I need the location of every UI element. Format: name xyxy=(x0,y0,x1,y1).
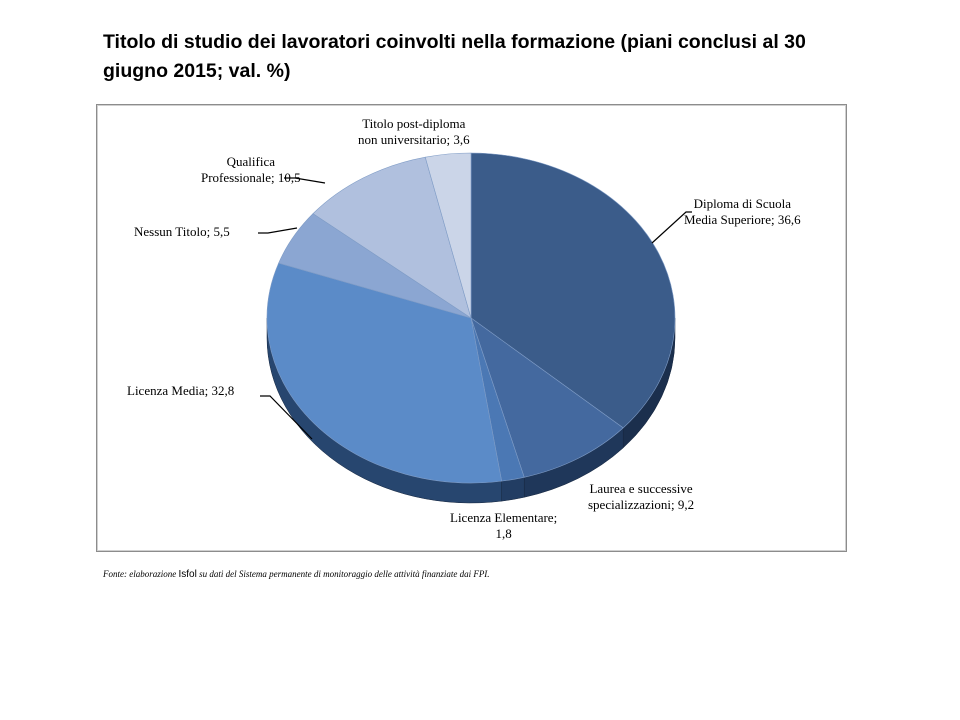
label-elementare: Licenza Elementare; 1,8 xyxy=(450,510,557,542)
label-postdiploma: Titolo post-diploma non universitario; 3… xyxy=(358,116,470,148)
source-org: Isfol xyxy=(178,569,197,580)
label-line: Licenza Media; 32,8 xyxy=(127,383,235,398)
label-laurea: Laurea e successive specializzazioni; 9,… xyxy=(588,481,694,513)
label-diploma: Diploma di Scuola Media Superiore; 36,6 xyxy=(684,196,801,228)
label-line: Professionale; 10,5 xyxy=(201,170,301,185)
pie-slice-licenza-media xyxy=(266,262,502,484)
label-line: Diploma di Scuola xyxy=(693,196,792,211)
source-suffix: su dati del Sistema permanente di monito… xyxy=(196,569,490,579)
label-nessun: Nessun Titolo; 5,5 xyxy=(134,224,230,240)
leader-line-qualifica xyxy=(284,177,326,184)
label-line: Qualifica xyxy=(226,154,276,169)
pie-slice-titolo-post-diploma-non-universitario xyxy=(424,152,472,319)
pie-slice-qualifica-professionale xyxy=(312,156,472,319)
leader-line-media xyxy=(260,395,313,440)
pie-slices xyxy=(266,152,676,484)
label-media: Licenza Media; 32,8 xyxy=(127,383,234,399)
label-line: specializzazioni; 9,2 xyxy=(588,497,695,512)
source-prefix: Fonte: elaborazione xyxy=(103,569,179,579)
label-line: Nessun Titolo; 5,5 xyxy=(134,224,230,239)
label-line: Titolo post-diploma xyxy=(362,116,466,131)
leader-line-nessun xyxy=(258,227,298,234)
label-line: Media Superiore; 36,6 xyxy=(684,212,801,227)
leader-lines xyxy=(258,177,692,440)
chart-title: Titolo di studio dei lavoratori coinvolt… xyxy=(103,31,806,82)
label-line: 1,8 xyxy=(495,526,512,541)
leader-line-diploma xyxy=(651,211,692,244)
label-qualifica: Qualifica Professionale; 10,5 xyxy=(201,154,301,186)
label-line: Licenza Elementare; xyxy=(450,510,558,525)
source-note: Fonte: elaborazione Isfol su dati del Si… xyxy=(103,569,490,580)
pie-slice-diploma-di-scuola-media-superiore xyxy=(470,152,676,429)
pie-slice-laurea-e-successive-specializzazioni xyxy=(470,317,624,478)
label-line: Laurea e successive xyxy=(589,481,693,496)
label-line: non universitario; 3,6 xyxy=(358,132,470,147)
